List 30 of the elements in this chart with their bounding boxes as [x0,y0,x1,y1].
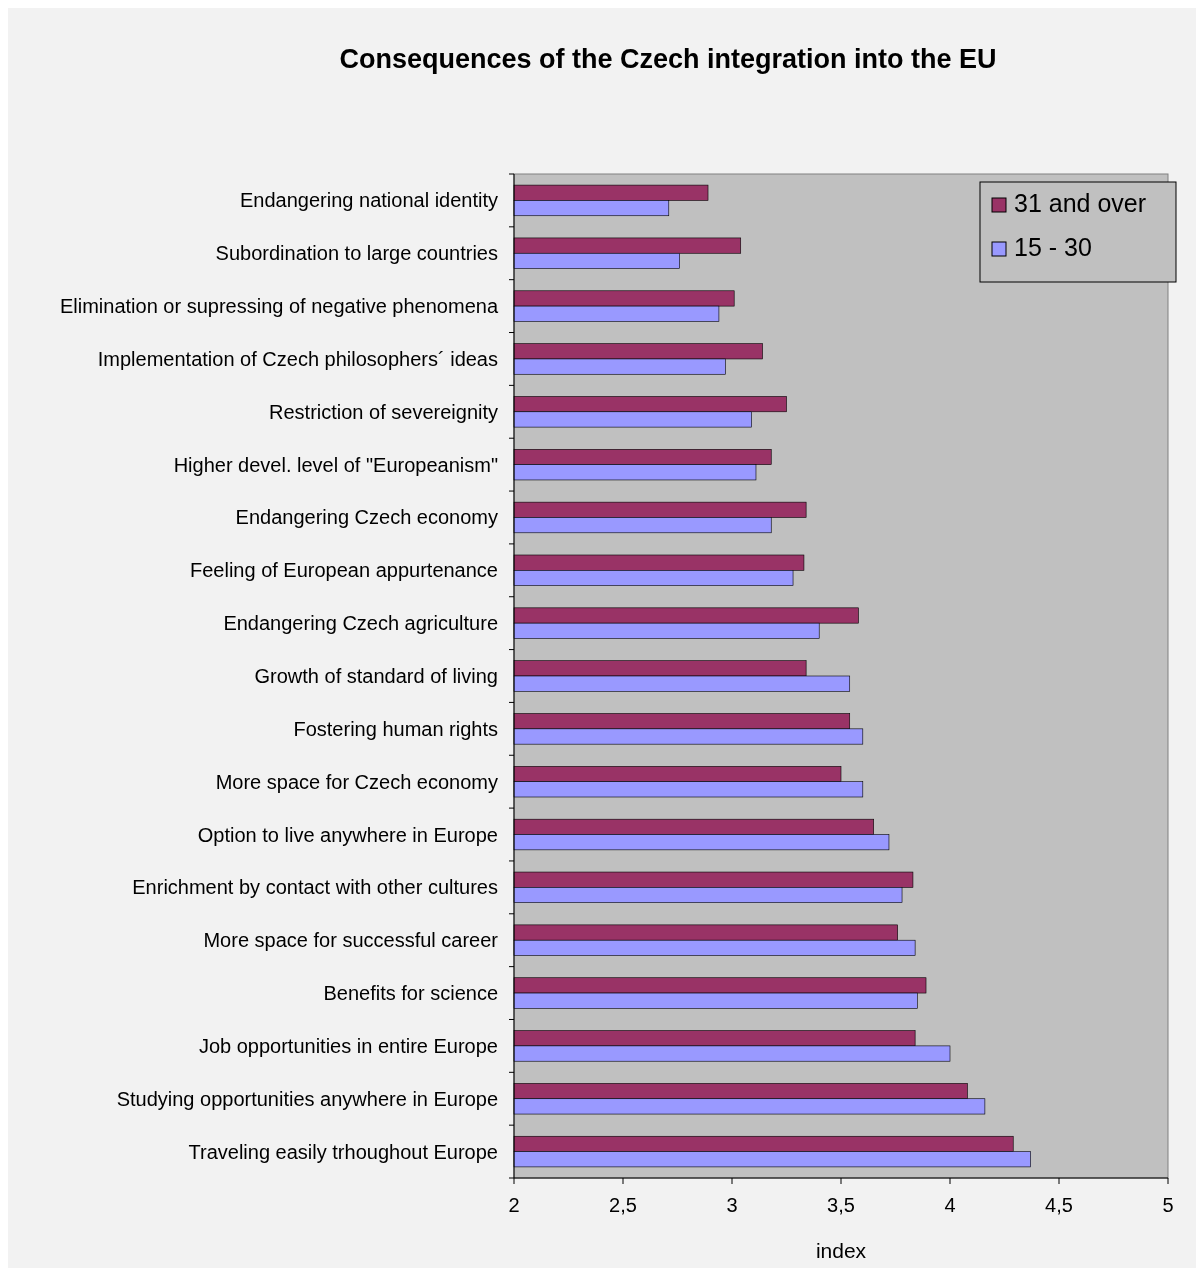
y-tick-label: Subordination to large countries [215,242,498,265]
y-tick-label: Restriction of severeignity [269,400,498,423]
x-tick-label: 4 [944,1194,956,1216]
y-tick-label: Fostering human rights [293,717,498,740]
y-tick-label: Endangering Czech agriculture [223,612,498,635]
y-tick-label: Implementation of Czech philosophers´ ideas [97,347,498,370]
y-tick-label: Higher devel. level of "Europeanism" [173,453,498,476]
x-tick-label: 2,5 [609,1194,637,1216]
y-tick-label: Traveling easily trhoughout Europe [188,1140,498,1163]
y-tick-label: Studying opportunities anywhere in Europe [116,1087,498,1110]
legend-label: 15 - 30 [1014,233,1092,261]
x-tick-label: 4,5 [1045,1194,1073,1216]
x-axis-title: index [815,1239,867,1262]
x-tick-label: 3 [726,1194,738,1216]
y-tick-label: Growth of standard of living [254,665,498,687]
chart-title: Consequences of the Czech integration into the EU [339,44,997,74]
y-tick-label: Endangering national identity [240,189,498,212]
legend-label: 31 and over [1014,189,1147,217]
y-tick-label: Endangering Czech economy [235,506,498,529]
y-tick-label: Elimination or supressing of negative phenomena [59,295,499,318]
y-tick-label: More space for successful career [203,929,499,952]
y-tick-label: Option to live anywhere in Europe [197,823,498,846]
y-tick-label: Benefits for science [323,982,498,1005]
x-tick-label: 2 [508,1194,520,1216]
x-tick-label: 5 [1162,1194,1174,1216]
x-tick-label: 3,5 [827,1194,855,1216]
y-tick-label: More space for Czech economy [215,770,498,793]
y-tick-label: Enrichment by contact with other cultures [132,876,498,899]
y-tick-label: Job opportunities in entire Europe [198,1034,498,1057]
y-tick-label: Feeling of European appurtenance [189,559,498,582]
